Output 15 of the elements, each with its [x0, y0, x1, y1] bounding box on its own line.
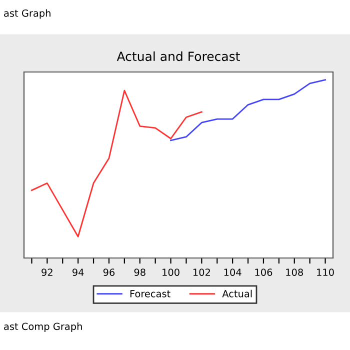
- text: ast Graph: [4, 9, 50, 19]
- x-tick-label: 96: [103, 268, 115, 276]
- x-tick-label: 102: [193, 268, 210, 276]
- x-tick-label: 106: [255, 268, 272, 276]
- legend-label: Forecast: [130, 290, 170, 298]
- x-tick-label: 110: [317, 268, 334, 276]
- x-tick-label: 94: [72, 268, 84, 276]
- chart-title: Actual and Forecast: [116, 51, 240, 62]
- x-tick-label: 92: [42, 268, 52, 276]
- text: ast Comp Graph: [4, 322, 82, 332]
- x-tick-label: 98: [134, 268, 146, 276]
- x-tick-label: 108: [286, 268, 303, 276]
- legend-label: Actual: [222, 290, 252, 298]
- x-tick-label: 100: [162, 268, 180, 276]
- x-tick-label: 104: [224, 268, 242, 276]
